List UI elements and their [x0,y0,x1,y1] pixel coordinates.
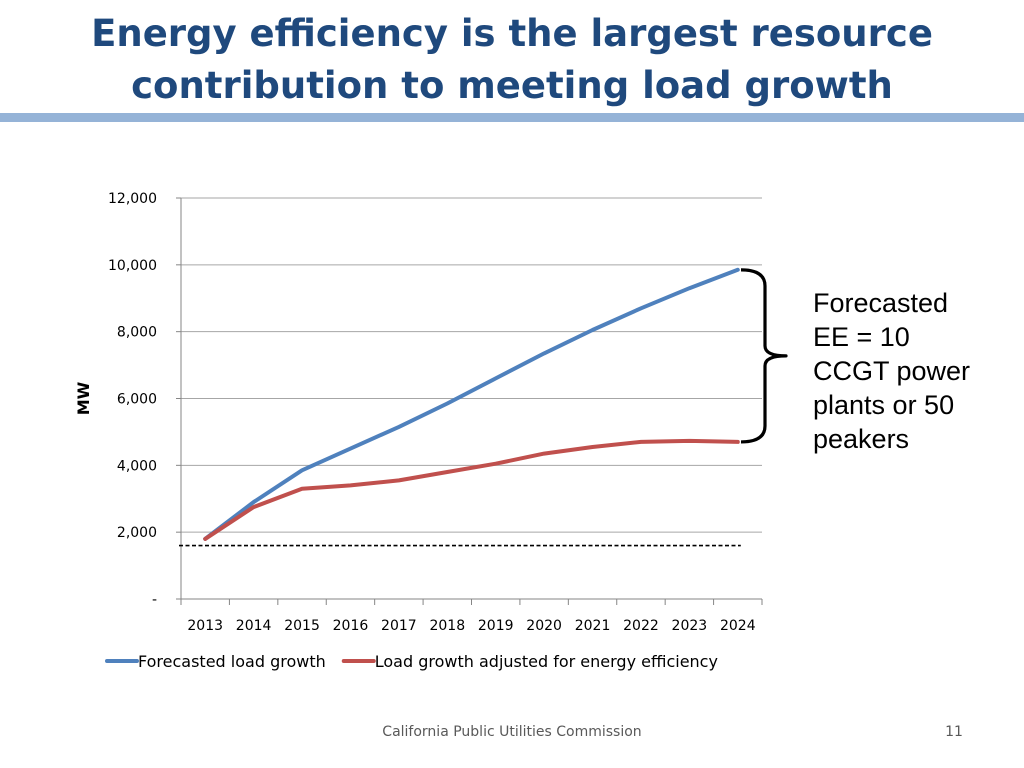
x-tick-label: 2013 [187,618,223,634]
series-line [203,267,740,541]
slide-title: Energy efficiency is the largest resourc… [0,8,1024,112]
x-tick-label: 2023 [672,618,708,634]
x-tick-label: 2016 [333,618,369,634]
gridlines [181,197,762,533]
x-tick-label: 2015 [284,618,320,634]
y-tick-label: - [152,592,157,608]
x-tick-label: 2022 [623,618,659,634]
footer-text: California Public Utilities Commission [382,724,642,740]
y-tick-label: 6,000 [117,392,157,408]
y-tick-label: 12,000 [108,191,157,207]
legend-label: Forecasted load growth [138,652,326,671]
x-tick-label: 2018 [429,618,465,634]
brace-annotation [740,268,788,444]
slide-title-line-1: Energy efficiency is the largest resourc… [91,12,933,55]
y-tick-label: 10,000 [108,258,157,274]
y-axis-label: MW [74,381,93,415]
x-tick-label: 2014 [236,618,272,634]
y-tick-label: 4,000 [117,458,157,474]
axes [176,197,763,605]
x-tick-label: 2017 [381,618,417,634]
x-tick-label: 2021 [575,618,611,634]
legend-label: Load growth adjusted for energy efficien… [375,652,718,671]
y-tick-label: 8,000 [117,325,157,341]
curly-brace [740,268,788,444]
callout-text: Forecasted EE = 10 CCGT power plants or … [813,288,971,454]
page-number: 11 [945,724,963,740]
series-line [203,438,740,541]
x-tick-label: 2020 [526,618,562,634]
axis-labels: - 2,000 4,000 6,000 8,000 10,000 12,000 2013 201… [74,191,756,634]
x-tick-label: 2024 [720,618,756,634]
legend: Forecasted load growth Load growth adjust… [105,652,718,671]
title-rule [0,113,1024,122]
slide-title-line-2: contribution to meeting load growth [131,64,893,107]
y-tick-label: 2,000 [117,525,157,541]
x-tick-label: 2019 [478,618,514,634]
series [203,267,740,541]
